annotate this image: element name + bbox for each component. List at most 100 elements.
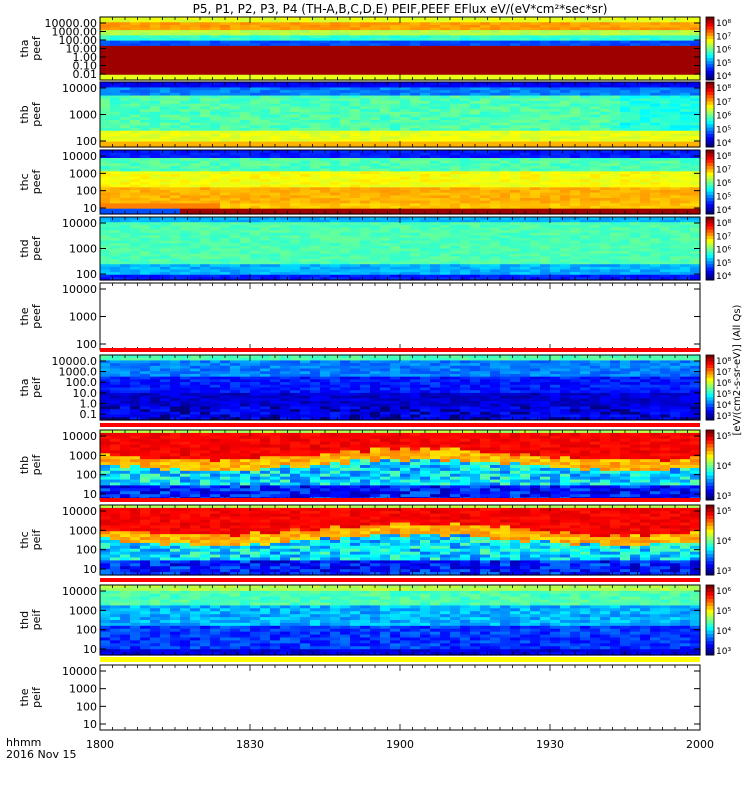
spectrogram-cell xyxy=(670,174,681,178)
spectrogram-cell xyxy=(110,152,121,156)
spectrogram-cell xyxy=(520,206,531,210)
spectrogram-cell xyxy=(630,122,641,126)
spectrogram-cell xyxy=(420,90,431,94)
spectrogram-cell xyxy=(310,117,321,121)
spectrogram-cell xyxy=(400,128,411,132)
spectrogram-cell xyxy=(530,203,541,207)
spectrogram-cell xyxy=(610,206,621,210)
spectrogram-cell xyxy=(210,61,221,65)
spectrogram-cell xyxy=(650,66,661,71)
spectrogram-cell xyxy=(480,59,491,63)
spectrogram-cell xyxy=(480,22,491,26)
spectrogram-cell xyxy=(670,27,681,31)
spectrogram-cell xyxy=(480,35,491,39)
spectrogram-cell xyxy=(210,103,221,107)
spectrogram-cell xyxy=(360,195,371,199)
spectrogram-cell xyxy=(370,27,381,31)
spectrogram-cell xyxy=(150,24,161,29)
spectrogram-cell xyxy=(370,32,381,36)
spectrogram-cell xyxy=(560,133,571,137)
spectrogram-cell xyxy=(640,17,651,21)
colorbar-swatch xyxy=(706,61,714,65)
spectrogram-cell xyxy=(270,45,281,50)
spectrogram-cell xyxy=(260,176,271,180)
spectrogram-cell xyxy=(160,43,171,47)
spectrogram-cell xyxy=(230,150,241,154)
spectrogram-cell xyxy=(320,95,331,99)
spectrogram-cell xyxy=(340,163,351,167)
spectrogram-cell xyxy=(350,211,361,215)
spectrogram-cell xyxy=(380,74,391,78)
spectrogram-cell xyxy=(630,100,641,105)
spectrogram-cell xyxy=(430,125,441,129)
spectrogram-cell xyxy=(530,179,541,183)
spectrogram-cell xyxy=(520,136,531,140)
spectrogram-cell xyxy=(130,266,141,271)
spectrogram-cell xyxy=(160,19,171,23)
spectrogram-cell xyxy=(650,171,661,175)
spectrogram-cell xyxy=(490,179,501,183)
spectrogram-cell xyxy=(690,163,701,167)
spectrogram-cell xyxy=(450,17,461,21)
spectrogram-cell xyxy=(340,138,351,143)
spectrogram-cell xyxy=(600,203,611,207)
spectrogram-cell xyxy=(240,40,251,44)
spectrogram-cell xyxy=(500,206,511,210)
spectrogram-cell xyxy=(340,98,351,102)
spectrogram-cell xyxy=(130,217,141,221)
spectrogram-cell xyxy=(660,77,671,81)
spectrogram-cell xyxy=(110,100,121,105)
spectrogram-cell xyxy=(330,103,341,107)
spectrogram-cell xyxy=(180,274,191,278)
spectrogram-cell xyxy=(520,168,531,172)
spectrogram-cell xyxy=(600,190,611,194)
spectrogram-cell xyxy=(260,190,271,194)
spectrogram-cell xyxy=(330,166,341,170)
spectrogram-cell xyxy=(150,264,161,268)
spectrogram-cell xyxy=(680,74,691,78)
spectrogram-cell xyxy=(110,114,121,118)
spectrogram-cell xyxy=(680,163,691,167)
spectrogram-cell xyxy=(280,87,291,91)
spectrogram-cell xyxy=(280,160,291,164)
spectrogram-cell xyxy=(400,211,411,215)
spectrogram-cell xyxy=(420,27,431,31)
spectrogram-cell xyxy=(190,245,201,250)
spectrogram-cell xyxy=(360,200,371,204)
spectrogram-cell xyxy=(550,211,561,215)
colorbar-tick-label: 10⁷ xyxy=(716,32,731,42)
spectrogram-cell xyxy=(140,106,151,110)
spectrogram-cell xyxy=(260,64,271,68)
spectrogram-cell xyxy=(370,125,381,129)
spectrogram-cell xyxy=(390,61,401,65)
spectrogram-cell xyxy=(360,82,371,86)
spectrogram-cell xyxy=(480,190,491,194)
spectrogram-cell xyxy=(270,109,281,113)
spectrogram-cell xyxy=(680,84,691,89)
spectrogram-cell xyxy=(390,22,401,26)
spectrogram-cell xyxy=(120,119,131,124)
colorbar-swatch xyxy=(706,204,714,209)
spectrogram-cell xyxy=(520,114,531,118)
spectrogram-cell xyxy=(500,176,511,180)
spectrogram-cell xyxy=(130,119,141,124)
spectrogram-cell xyxy=(180,130,191,135)
spectrogram-cell xyxy=(240,59,251,63)
spectrogram-cell xyxy=(240,45,251,50)
spectrogram-cell xyxy=(620,179,631,183)
spectrogram-cell xyxy=(130,163,141,167)
spectrogram-cell xyxy=(570,136,581,140)
spectrogram-cell xyxy=(190,251,201,255)
spectrogram-cell xyxy=(560,128,571,132)
spectrogram-cell xyxy=(310,22,321,26)
spectrogram-cell xyxy=(400,48,411,52)
spectrogram-cell xyxy=(130,190,141,194)
spectrogram-cell xyxy=(520,95,531,99)
spectrogram-cell xyxy=(360,163,371,167)
spectrogram-cell xyxy=(680,208,691,212)
spectrogram-cell xyxy=(170,133,181,137)
spectrogram-cell xyxy=(670,109,681,113)
spectrogram-cell xyxy=(370,182,381,186)
spectrogram-cell xyxy=(570,184,581,188)
